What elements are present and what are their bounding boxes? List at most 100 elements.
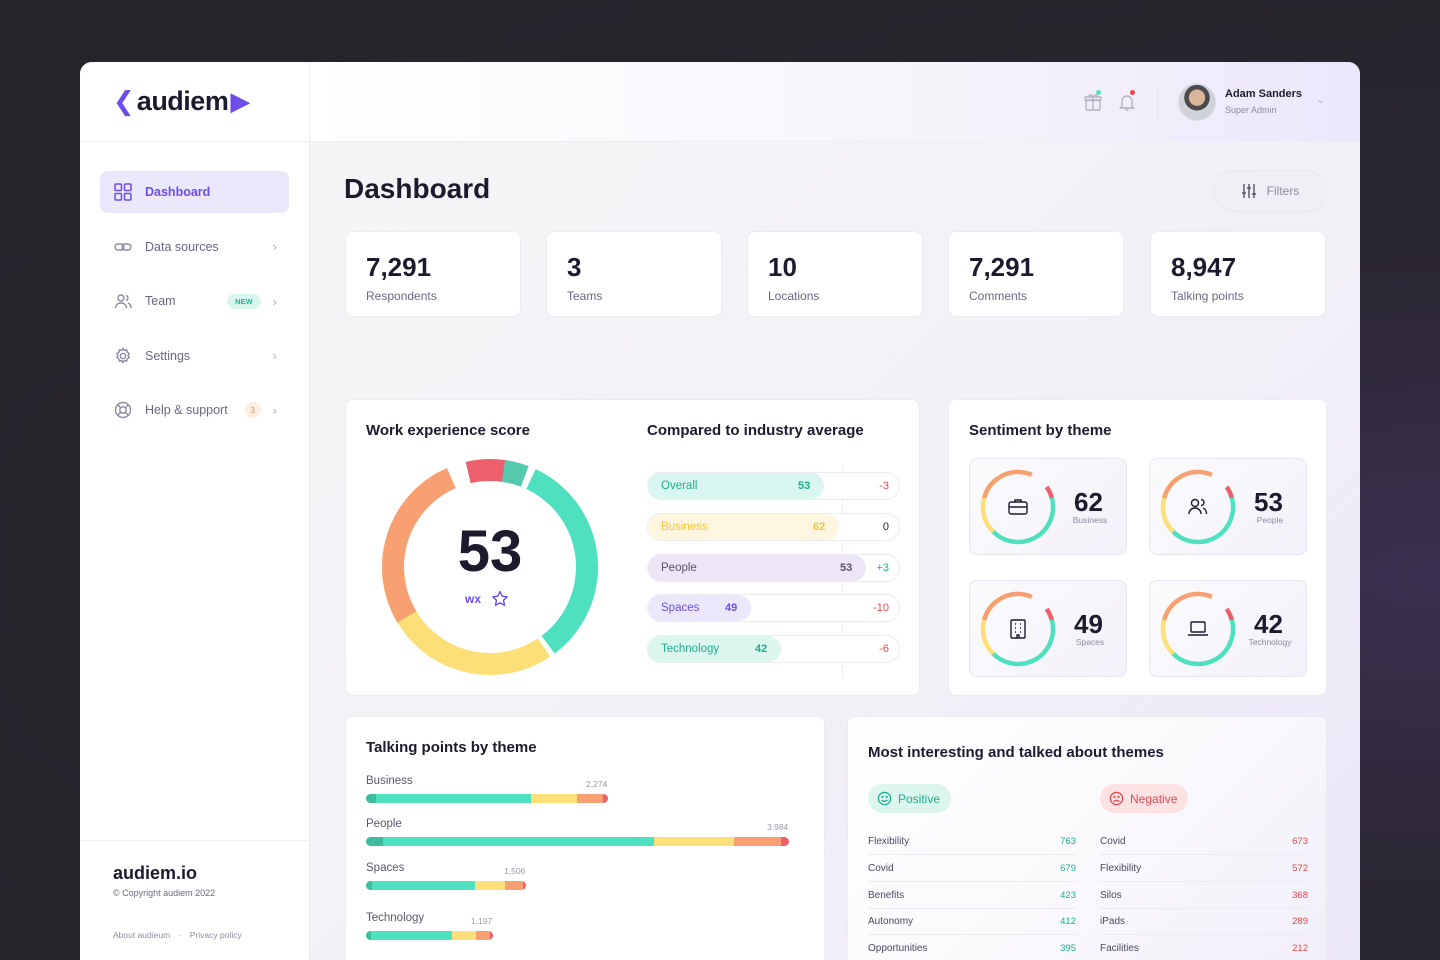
sentiment-tile-technology[interactable]: 42 Technology: [1149, 580, 1307, 677]
talking-bar-segment: [603, 794, 608, 803]
sentiment-tile-spaces[interactable]: 49 Spaces: [969, 580, 1127, 677]
theme-name: Flexibility: [868, 836, 910, 847]
sidebar-item-dashboard[interactable]: Dashboard: [100, 171, 289, 213]
sidebar-item-help-support[interactable]: Help & support 3 ›: [100, 389, 289, 431]
sentiment-tile-business[interactable]: 62 Business: [969, 458, 1127, 555]
user-name[interactable]: Adam Sanders: [1225, 88, 1303, 100]
briefcase-icon: [1008, 499, 1028, 515]
stat-card-talking-points: 8,947 Talking points: [1150, 231, 1326, 317]
privacy-link[interactable]: Privacy policy: [189, 930, 242, 940]
smile-icon: [877, 791, 892, 806]
footer-links: About audieum · Privacy policy: [113, 930, 248, 940]
page-title: Dashboard: [344, 173, 491, 204]
negative-pill[interactable]: Negative: [1100, 784, 1189, 813]
sentiment-ring: [980, 469, 1056, 545]
sliders-icon: [1241, 184, 1256, 198]
compare-row-diff: -6: [879, 643, 889, 656]
compare-row-value: 53: [840, 561, 853, 574]
stat-label: Locations: [768, 289, 820, 303]
talking-bar-segment: [371, 931, 453, 940]
compare-row-diff: 0: [882, 520, 889, 533]
sidebar: ❮ audiem ▶ Dashboard Data sources ›: [80, 62, 310, 960]
logo-right-mark: ▶: [230, 86, 251, 116]
sentiment-ring: [1160, 591, 1236, 667]
theme-count: 763: [1060, 836, 1076, 847]
talking-row-label: Spaces: [366, 862, 405, 874]
theme-row-negative[interactable]: Facilities 212: [1100, 935, 1308, 960]
compare-bar-fill: [648, 636, 781, 663]
theme-row-negative[interactable]: Covid 673: [1100, 828, 1308, 855]
notification-count-badge: 3: [244, 402, 261, 419]
talking-bar-segment: [372, 881, 475, 890]
theme-row-positive[interactable]: Opportunities 395: [868, 935, 1076, 960]
sidebar-item-settings[interactable]: Settings ›: [100, 335, 289, 377]
sentiment-value: 53: [1254, 487, 1283, 517]
talking-bar[interactable]: [366, 794, 608, 803]
theme-row-negative[interactable]: Flexibility 572: [1100, 855, 1308, 882]
sentiment-value: 62: [1074, 487, 1103, 517]
stat-card-locations: 10 Locations: [747, 231, 923, 317]
talking-bar-segment: [530, 794, 577, 803]
theme-row-positive[interactable]: Flexibility 763: [868, 828, 1076, 855]
theme-row-positive[interactable]: Benefits 423: [868, 882, 1076, 909]
theme-count: 212: [1292, 943, 1308, 955]
chevron-right-icon: ›: [272, 402, 277, 418]
users-icon: [1188, 498, 1208, 515]
sidebar-item-label: Help & support: [145, 403, 228, 418]
avatar[interactable]: [1178, 83, 1216, 121]
compare-row-value: 49: [725, 602, 738, 615]
theme-name: Benefits: [868, 889, 905, 901]
talking-bar[interactable]: [366, 837, 789, 846]
sentiment-label: Technology: [1248, 637, 1292, 647]
compare-row-diff: +3: [876, 561, 889, 574]
compare-row-label: Overall: [661, 480, 698, 492]
logo-left-mark: ❮: [113, 86, 135, 116]
compare-row-label: Technology: [661, 643, 720, 656]
talking-bar-segment: [366, 837, 383, 846]
sidebar-item-data-sources[interactable]: Data sources ›: [100, 226, 289, 268]
talking-bar[interactable]: [366, 931, 493, 940]
bell-icon[interactable]: [1117, 90, 1137, 112]
link-separator: ·: [178, 930, 182, 940]
gift-icon[interactable]: [1083, 90, 1103, 112]
theme-count: 395: [1060, 943, 1076, 955]
compare-bar-fill: [648, 473, 824, 499]
compare-row-value: 53: [798, 480, 811, 492]
theme-name: Silos: [1100, 889, 1122, 901]
stat-value: 8,947: [1171, 252, 1237, 282]
sentiment-tile-people[interactable]: 53 People: [1149, 458, 1307, 555]
compare-row-technology[interactable]: Technology 42 -6: [647, 635, 900, 664]
chevron-down-icon[interactable]: ⌄: [1316, 94, 1326, 106]
compare-row-overall[interactable]: Overall 53 -3: [647, 472, 900, 500]
building-icon: [1010, 619, 1026, 639]
sidebar-footer: audiem.io © Copyright audiem 2022: [80, 840, 310, 960]
positive-pill[interactable]: Positive: [868, 784, 952, 813]
logo[interactable]: ❮ audiem ▶: [80, 62, 309, 142]
talking-row-count: 2,274: [586, 779, 608, 789]
talking-bar[interactable]: [366, 881, 526, 890]
app-window: ❮ audiem ▶ Dashboard Data sources ›: [80, 62, 1360, 960]
compare-bar-fill: [648, 595, 751, 622]
talking-row-count: 1,506: [504, 866, 526, 876]
talking-bar-segment: [780, 837, 789, 846]
pill-label: Negative: [1130, 791, 1178, 806]
compare-row-spaces[interactable]: Spaces 49 -10: [647, 594, 900, 623]
talking-bar-segment: [452, 931, 477, 940]
sentiment-label: People: [1256, 515, 1284, 525]
compare-row-business[interactable]: Business 62 0: [647, 512, 900, 541]
compare-row-diff: -3: [879, 480, 889, 492]
theme-count: 679: [1060, 862, 1076, 874]
theme-row-negative[interactable]: iPads 289: [1100, 908, 1308, 936]
about-link[interactable]: About audieum: [113, 930, 171, 940]
sidebar-item-team[interactable]: Team NEW ›: [100, 280, 289, 322]
theme-count: 289: [1292, 916, 1308, 928]
theme-row-positive[interactable]: Covid 679: [868, 855, 1076, 882]
filters-button[interactable]: Filters: [1213, 170, 1327, 212]
compare-row-people[interactable]: People 53 +3: [647, 553, 900, 582]
stat-label: Respondents: [366, 289, 437, 303]
theme-count: 368: [1292, 889, 1308, 901]
wx-unit: wx: [465, 592, 482, 606]
theme-row-positive[interactable]: Autonomy 412: [868, 908, 1076, 936]
talking-bar-segment: [522, 881, 526, 890]
theme-row-negative[interactable]: Silos 368: [1100, 882, 1308, 909]
